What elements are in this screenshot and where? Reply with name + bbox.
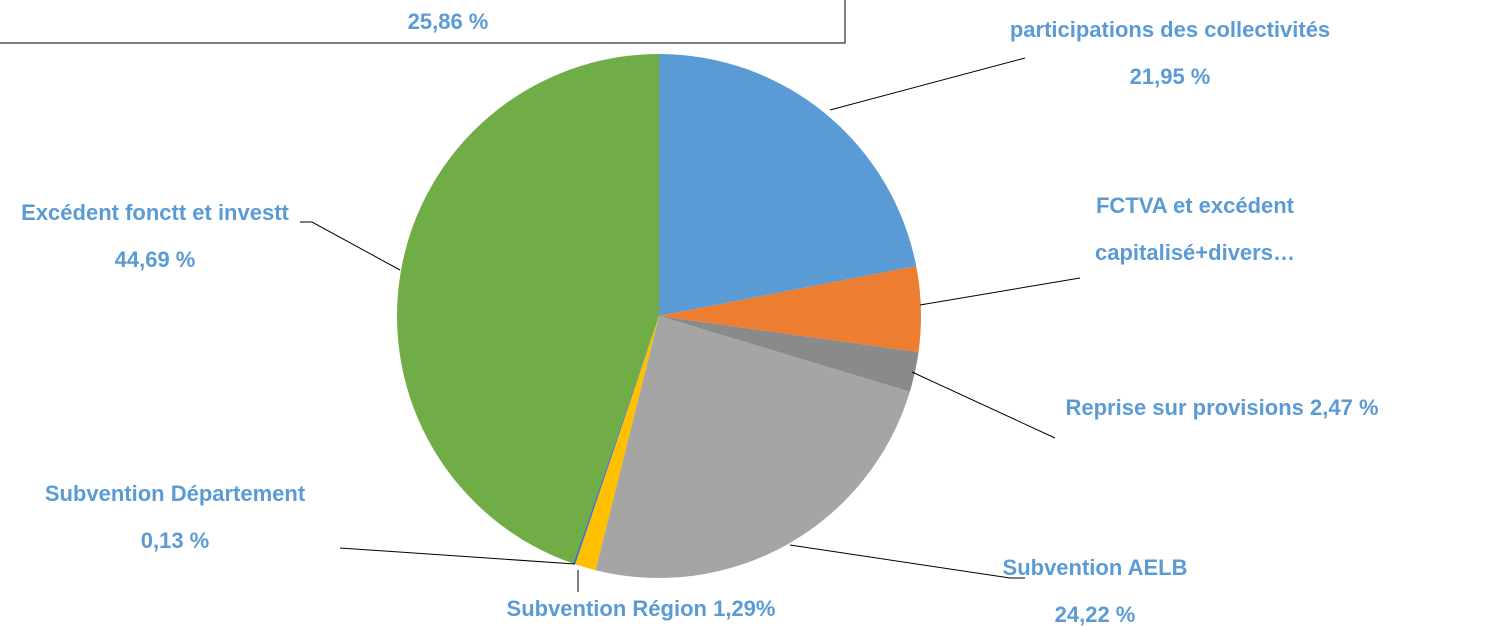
value-label: 2,47 % [1310,395,1379,420]
text-box [0,0,846,44]
pie-slice [573,316,659,565]
leader-line [911,371,1056,439]
category-label: participations des collectivités [1009,17,1331,42]
value-label: 44,69 % [114,247,196,272]
pie-slice [575,316,659,571]
slice-label: Subvention AELB 24,22 % [975,544,1215,627]
slice-label: Subvention Région 1,29% [431,585,851,627]
category-label: Subvention Région [506,596,707,621]
pie-slice [659,316,919,392]
category-label: FCTVA et excédent capitalisé+divers… [1095,193,1295,265]
leader-line [339,547,576,565]
slice-label: participations des collectivités 21,95 % [985,6,1355,100]
value-label: 24,22 % [1054,602,1136,627]
category-label: Reprise sur provisions [1065,395,1304,420]
category-label: Subvention Département [44,481,306,506]
pie-slice [659,266,921,353]
category-label: Subvention AELB [1002,555,1188,580]
value-label: 1,29% [713,596,776,621]
category-label: Excédent fonctt et investt [21,200,289,225]
slice-label: Subvention Département 0,13 % [40,470,310,564]
value-label: 0,13 % [140,528,210,553]
slice-label: Reprise sur provisions 2,47 % [1062,384,1382,431]
slice-label: FCTVA et excédent capitalisé+divers… [1070,182,1320,276]
leader-line [789,544,1025,579]
leader-line [919,277,1081,306]
pie-slice [595,316,910,578]
pie-slice [659,54,917,316]
pie-slice [396,54,659,564]
value-label: 21,95 % [1129,64,1211,89]
leader-line [829,57,1026,111]
box-text: 25,86 % [408,9,489,34]
slice-label: Excédent fonctt et investt 44,69 % [15,189,295,283]
leader-line [300,221,401,271]
